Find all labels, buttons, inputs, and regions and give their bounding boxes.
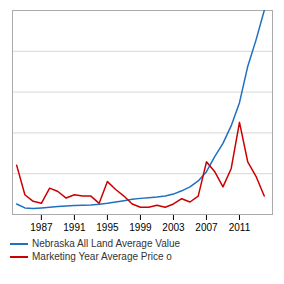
- svg-text:2011: 2011: [229, 222, 251, 233]
- svg-text:2007: 2007: [195, 222, 218, 233]
- svg-text:1995: 1995: [96, 222, 119, 233]
- html-text:Marketing Year Average Price o: Marketing Year Average Price o: [32, 251, 172, 262]
- svg-text:1999: 1999: [129, 222, 152, 233]
- html-text:Nebraska All Land Average Valu: Nebraska All Land Average Value: [32, 238, 181, 249]
- svg-text:1991: 1991: [63, 222, 86, 233]
- svg-text:1987: 1987: [30, 222, 53, 233]
- svg-text:2003: 2003: [162, 222, 185, 233]
